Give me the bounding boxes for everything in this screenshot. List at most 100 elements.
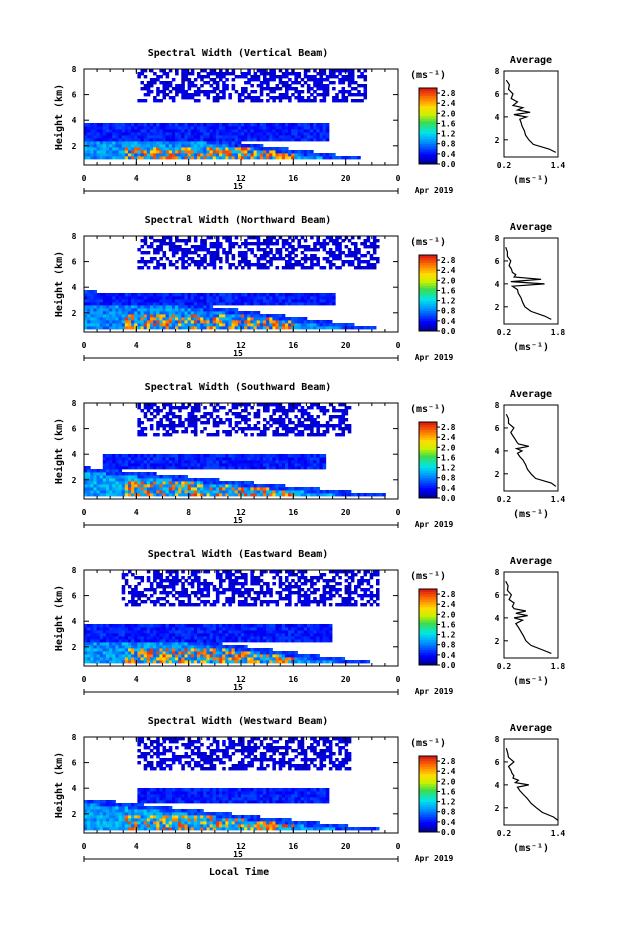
colorbar-segment bbox=[419, 492, 437, 496]
heatmap-cell bbox=[203, 463, 207, 467]
heatmap-cell bbox=[184, 648, 189, 652]
heatmap-cell bbox=[363, 75, 368, 79]
heatmap-cell bbox=[159, 144, 163, 148]
heatmap-cell bbox=[306, 84, 311, 88]
heatmap-cell bbox=[112, 320, 116, 324]
heatmap-cell bbox=[219, 257, 223, 261]
heatmap-cell bbox=[159, 654, 163, 658]
heatmap-cell bbox=[219, 150, 223, 154]
heatmap-cell bbox=[181, 296, 185, 300]
heatmap-cell bbox=[297, 430, 302, 434]
heatmap-cell bbox=[203, 454, 207, 458]
heatmap-cell bbox=[241, 251, 245, 255]
heatmap-cell bbox=[237, 299, 242, 303]
heatmap-cell bbox=[256, 454, 261, 458]
heatmap-cell bbox=[115, 463, 119, 467]
heatmap-cell bbox=[263, 263, 267, 267]
heatmap-cell bbox=[87, 290, 91, 294]
heatmap-cell bbox=[99, 132, 104, 136]
heatmap-cell bbox=[259, 433, 264, 437]
heatmap-cell bbox=[137, 126, 141, 130]
heatmap-cell bbox=[269, 293, 273, 297]
heatmap-cell bbox=[96, 132, 101, 136]
heatmap-cell bbox=[149, 424, 154, 428]
heatmap-cell bbox=[168, 135, 173, 139]
heatmap-cell bbox=[231, 78, 236, 82]
heatmap-cell bbox=[146, 323, 151, 327]
heatmap-cell bbox=[87, 323, 91, 327]
heatmap-cell bbox=[316, 293, 320, 297]
heatmap-cell bbox=[181, 248, 185, 252]
heatmap-cell bbox=[115, 144, 119, 148]
heatmap-cell bbox=[181, 305, 185, 309]
heatmap-cell bbox=[203, 305, 207, 309]
heatmap-cell bbox=[253, 454, 258, 458]
heatmap-cell bbox=[281, 296, 286, 300]
heatmap-cell bbox=[90, 630, 94, 634]
heatmap-cell bbox=[237, 460, 242, 464]
heatmap-cell bbox=[200, 633, 204, 637]
heatmap-cell bbox=[234, 141, 239, 145]
heatmap-cell bbox=[200, 138, 204, 142]
heatmap-cell bbox=[165, 302, 170, 306]
heatmap-cell bbox=[175, 123, 179, 127]
heatmap-cell bbox=[149, 314, 154, 318]
heatmap-cell bbox=[153, 257, 157, 261]
heatmap-cell bbox=[184, 254, 189, 258]
heatmap-cell bbox=[366, 239, 371, 243]
heatmap-cell bbox=[316, 415, 320, 419]
heatmap-cell bbox=[162, 585, 167, 589]
heatmap-cell bbox=[313, 302, 317, 306]
heatmap-cell bbox=[197, 493, 201, 497]
heatmap-cell bbox=[184, 302, 189, 306]
heatmap-cell bbox=[222, 317, 226, 321]
heatmap-cell bbox=[310, 93, 314, 97]
heatmap-cell bbox=[118, 311, 123, 315]
heatmap-cell bbox=[184, 487, 189, 491]
heatmap-cell bbox=[115, 636, 119, 640]
heatmap-cell bbox=[112, 311, 116, 315]
heatmap-cell bbox=[369, 254, 374, 258]
heatmap-cell bbox=[153, 460, 157, 464]
heatmap-cell bbox=[96, 138, 101, 142]
heatmap-cell bbox=[109, 308, 113, 312]
heatmap-cell bbox=[184, 305, 189, 309]
heatmap-cell bbox=[278, 126, 283, 130]
heatmap-cell bbox=[228, 433, 232, 437]
heatmap-cell bbox=[278, 493, 283, 497]
heatmap-cell bbox=[225, 150, 229, 154]
heatmap-cell bbox=[165, 466, 170, 470]
heatmap-cell bbox=[212, 72, 217, 76]
heatmap-cell bbox=[118, 323, 123, 327]
heatmap-cell bbox=[93, 639, 97, 643]
colorbar-segment bbox=[419, 126, 437, 129]
heatmap-cell bbox=[215, 245, 220, 249]
heatmap-cell bbox=[303, 454, 308, 458]
heatmap-cell bbox=[175, 493, 179, 497]
heatmap-cell bbox=[253, 75, 258, 79]
heatmap-cell bbox=[363, 69, 368, 73]
heatmap-cell bbox=[335, 156, 339, 160]
heatmap-cell bbox=[228, 239, 232, 243]
heatmap-cell bbox=[322, 84, 327, 88]
heatmap-cell bbox=[228, 296, 232, 300]
heatmap-cell bbox=[184, 454, 189, 458]
heatmap-cell bbox=[215, 150, 220, 154]
heatmap-cell bbox=[168, 570, 173, 574]
heatmap-cell bbox=[197, 90, 201, 94]
y-tick-label: 8 bbox=[72, 232, 77, 241]
heatmap-cell bbox=[118, 326, 123, 330]
heatmap-cell bbox=[165, 639, 170, 643]
heatmap-cell bbox=[102, 123, 107, 127]
heatmap-cell bbox=[237, 251, 242, 255]
heatmap-cell bbox=[187, 642, 192, 646]
heatmap-cell bbox=[219, 90, 223, 94]
heatmap-cell bbox=[300, 96, 305, 100]
heatmap-cell bbox=[181, 570, 185, 574]
heatmap-cell bbox=[168, 317, 173, 321]
heatmap-cell bbox=[237, 153, 242, 157]
heatmap-cell bbox=[225, 493, 229, 497]
heatmap-cell bbox=[241, 257, 245, 261]
heatmap-cell bbox=[181, 478, 185, 482]
heatmap-cell bbox=[288, 99, 292, 103]
